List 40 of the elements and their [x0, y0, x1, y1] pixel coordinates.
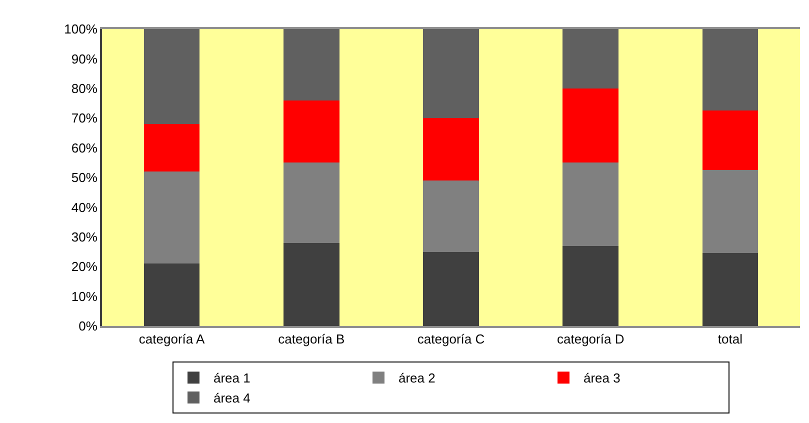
- y-tick-label: 10%: [71, 288, 98, 304]
- legend-label: área 3: [584, 370, 620, 386]
- bar: [562, 88, 619, 163]
- bar: [283, 242, 340, 326]
- bar: [423, 29, 479, 118]
- y-tick-label: 50%: [71, 170, 98, 186]
- bar: [283, 162, 340, 243]
- bar: [423, 118, 479, 180]
- bar: [144, 124, 200, 172]
- y-tick-label: 30%: [71, 229, 98, 244]
- y-tick-label: 80%: [71, 80, 98, 96]
- bar: [144, 172, 200, 264]
- y-tick-label: 70%: [71, 110, 98, 126]
- y-tick-label: 0%: [78, 318, 98, 334]
- y-tick-label: 100%: [64, 22, 98, 37]
- y-tick-label: 60%: [71, 140, 98, 156]
- y-tick-label: 40%: [71, 200, 98, 215]
- bar: [144, 264, 200, 326]
- legend-label: área 4: [214, 390, 250, 406]
- bar: [562, 162, 619, 246]
- bar: [283, 29, 340, 100]
- bar: [562, 29, 619, 88]
- bar: [702, 170, 758, 254]
- y-tick-label: 90%: [71, 51, 98, 66]
- x-tick-label: categoría C: [417, 332, 485, 347]
- bar: [283, 100, 340, 163]
- x-tick-label: total: [718, 332, 743, 347]
- bar: [702, 110, 758, 170]
- bar: [702, 253, 758, 326]
- y-tick-label: 20%: [71, 259, 98, 274]
- bar: [144, 29, 200, 124]
- x-tick-label: categoría D: [557, 332, 624, 347]
- bar: [423, 252, 479, 326]
- x-tick-label: categoría B: [278, 332, 345, 347]
- legend-label: área 1: [214, 370, 250, 386]
- bar: [562, 246, 619, 326]
- bar: [423, 180, 479, 252]
- x-tick-label: categoría A: [138, 332, 206, 347]
- bar: [702, 29, 758, 111]
- legend-label: área 2: [398, 370, 436, 386]
